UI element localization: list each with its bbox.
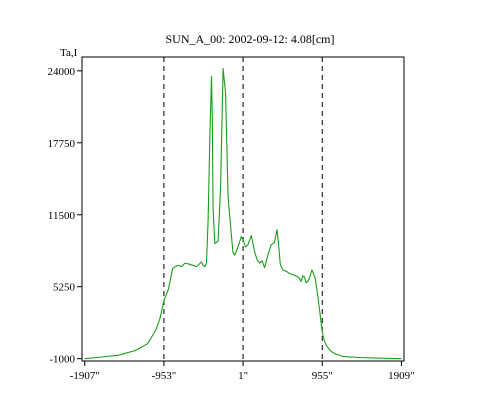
y-tick-label: 17750 (48, 138, 76, 150)
y-tick-label: 24000 (48, 66, 76, 78)
x-tick-label: -953" (152, 370, 177, 382)
y-tick-label: 5250 (53, 282, 76, 294)
series-group (84, 67, 402, 360)
y-tick-label: -1000 (49, 354, 75, 366)
x-tick-label: 1909" (388, 370, 415, 382)
reference-lines (163, 57, 323, 361)
y-tick-label: 11500 (48, 210, 76, 222)
x-tick-label: -1907" (70, 370, 100, 382)
chart-title: SUN_A_00: 2002-09-12: 4.08[cm] (165, 32, 335, 46)
x-tick-label: 955" (312, 370, 333, 382)
x-tick-label: 1" (238, 370, 248, 382)
x-axis-ticks: -1907" -953" 1" 955" 1909" (70, 361, 415, 382)
series-line (84, 67, 402, 360)
y-axis-label: Ta,I (60, 47, 78, 59)
y-axis-ticks: 24000 17750 11500 5250 -1000 (48, 66, 82, 366)
